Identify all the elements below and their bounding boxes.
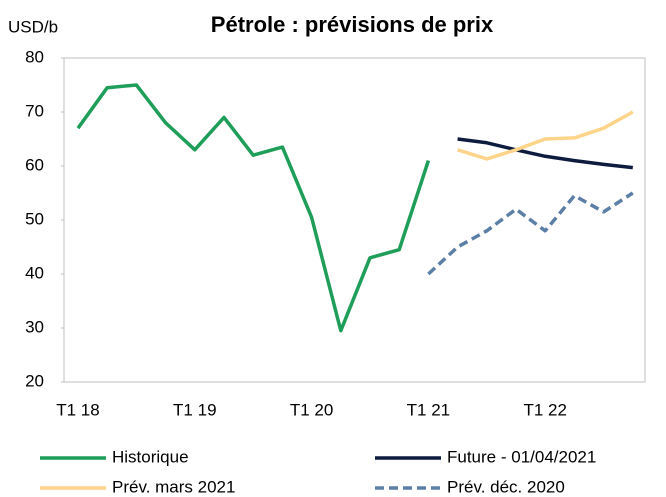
x-tick-label: T1 21 xyxy=(407,400,450,419)
y-tick-label: 70 xyxy=(25,101,44,120)
x-tick-label: T1 22 xyxy=(523,400,566,419)
y-tick-label: 80 xyxy=(25,47,44,66)
y-tick-label: 30 xyxy=(25,317,44,336)
legend-label: Future - 01/04/2021 xyxy=(447,447,596,466)
x-tick-label: T1 18 xyxy=(56,400,99,419)
legend-label: Prév. mars 2021 xyxy=(112,477,235,496)
series-line xyxy=(76,83,431,333)
x-tick-label: T1 20 xyxy=(290,400,333,419)
y-tick-label: 50 xyxy=(25,209,44,228)
y-axis-label: USD/b xyxy=(8,17,58,36)
series-line xyxy=(427,191,634,276)
series-line xyxy=(457,137,633,170)
y-tick-label: 40 xyxy=(25,263,44,282)
series-line xyxy=(457,110,634,161)
legend-label: Historique xyxy=(112,447,189,466)
chart-title: Pétrole : prévisions de prix xyxy=(211,12,494,37)
x-tick-label: T1 19 xyxy=(173,400,216,419)
y-tick-label: 60 xyxy=(25,155,44,174)
y-tick-label: 20 xyxy=(25,371,44,390)
legend-label: Prév. déc. 2020 xyxy=(447,477,565,496)
